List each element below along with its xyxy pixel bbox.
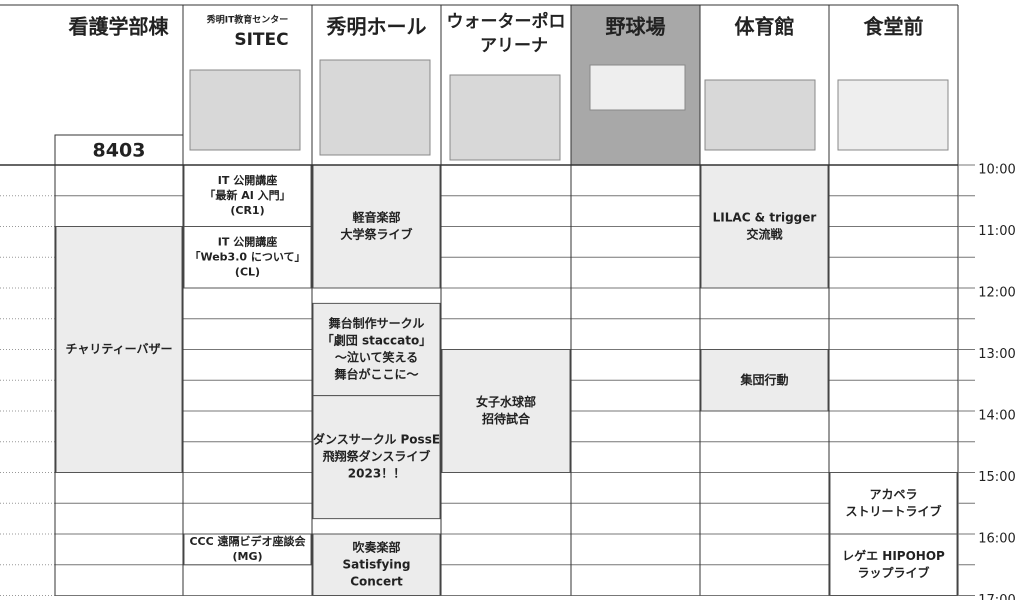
event-block (312, 533, 441, 596)
column-name: アリーナ (480, 36, 548, 56)
column-name: 秀明IT教育センター (206, 14, 289, 26)
time-label: 11:00 (978, 224, 1015, 239)
time-label: 13:00 (978, 347, 1015, 362)
event-block (700, 349, 829, 412)
event-text: Satisfying (342, 557, 410, 571)
column-name: 秀明ホール (326, 15, 427, 39)
time-label: 10:00 (978, 163, 1015, 178)
event-text: 軽音楽部 (352, 210, 400, 225)
event-text: 「Web3.0 について」 (189, 249, 305, 263)
event-text: LILAC & trigger (713, 211, 817, 225)
time-label: 16:00 (978, 532, 1015, 547)
time-label: 14:00 (978, 409, 1015, 424)
event-text: 飛翔祭ダンスライブ (322, 449, 431, 464)
column-name: 食堂前 (864, 15, 924, 39)
event-text: 集団行動 (739, 372, 788, 387)
time-label: 15:00 (978, 470, 1015, 485)
event-text: (CL) (235, 265, 260, 278)
event-text: レゲエ HIPOHOP (842, 548, 945, 563)
event-block (183, 226, 312, 289)
event-block (829, 533, 958, 596)
event-block (312, 164, 441, 289)
event-text: ダンスサークル PossE (313, 432, 440, 447)
event-block (441, 349, 571, 473)
column-name: 体育館 (735, 15, 795, 39)
event-text: 2023！！ (348, 467, 405, 481)
event-block (183, 533, 312, 566)
event-text: チャリティーバザー (65, 342, 172, 356)
event-block (312, 302, 441, 397)
event-text: 女子水球部 (476, 394, 536, 409)
event-block (312, 395, 441, 520)
event-text: IT 公開講座 (218, 173, 277, 187)
event-text: アカペラ (869, 487, 917, 501)
event-text: 招待試合 (482, 411, 531, 426)
event-text: (MG) (232, 550, 262, 563)
event-text: CCC 遠隔ビデオ座談会 (189, 534, 306, 548)
event-text: 〜泣いて笑える (335, 350, 418, 365)
column-name: 看護学部棟 (69, 15, 170, 39)
column-name: ウォーターポロ (447, 11, 566, 32)
event-text: (CR1) (230, 204, 264, 217)
event-text: 「劇団 staccato」 (322, 333, 431, 348)
room-number: 8403 (93, 140, 146, 162)
column-subname: SITEC (234, 30, 288, 50)
event-text: ラップライブ (857, 565, 929, 580)
time-label: 17:00 (978, 593, 1015, 600)
event-text: IT 公開講座 (218, 234, 277, 248)
event-text: 吹奏楽部 (352, 539, 400, 554)
building-illustrations (189, 5, 949, 165)
event-text: 舞台制作サークル (328, 316, 425, 331)
time-label: 12:00 (978, 286, 1015, 301)
event-text: 舞台がここに〜 (333, 367, 418, 382)
event-block (55, 226, 183, 473)
column-name: 野球場 (606, 15, 666, 39)
event-text: 大学祭ライブ (340, 227, 412, 242)
event-text: 交流戦 (746, 227, 783, 242)
event-block (829, 472, 958, 535)
event-text: 「最新 AI 入門」 (204, 188, 290, 202)
event-text: ストリートライブ (845, 503, 941, 518)
event-text: Concert (350, 574, 403, 588)
event-block (700, 164, 829, 289)
